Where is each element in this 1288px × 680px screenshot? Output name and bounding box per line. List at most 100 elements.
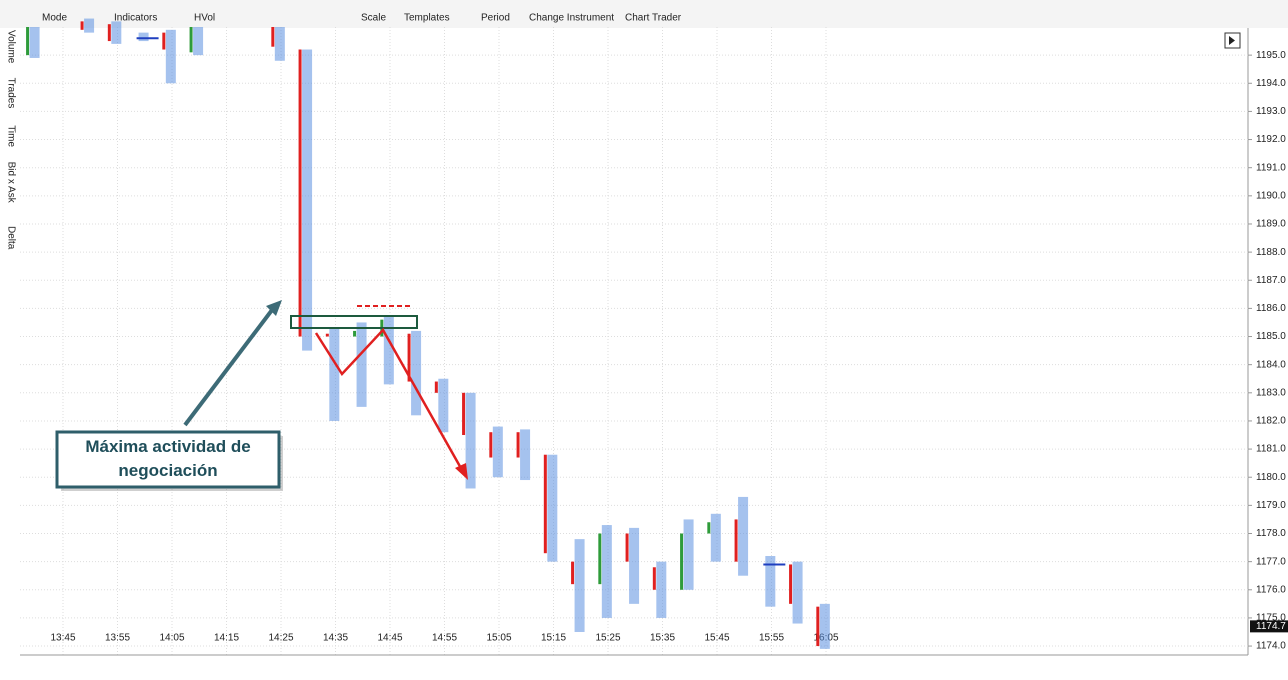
candle-body [816, 606, 820, 647]
annotations: Máxima actividad de negociación [55, 300, 468, 491]
candle-body [407, 333, 411, 382]
x-tick-label: 15:35 [650, 633, 675, 644]
arrowhead [455, 463, 468, 480]
last-price-label: 1174.7 [1256, 621, 1286, 632]
toolbar-button[interactable]: Indicators [114, 13, 157, 24]
candle-body [434, 381, 438, 393]
toolbar-button[interactable]: HVol [194, 13, 215, 24]
candle-body [26, 27, 30, 56]
volume-profile [738, 496, 749, 576]
y-tick-label: 1193.0 [1256, 106, 1286, 117]
candle-body [162, 32, 166, 50]
toolbar-button[interactable]: Templates [404, 13, 450, 24]
x-tick-label: 14:45 [377, 633, 402, 644]
candle-body [707, 522, 711, 534]
candle-body [325, 333, 329, 337]
y-tick-label: 1176.0 [1256, 584, 1286, 595]
last-price-marker [1250, 620, 1288, 633]
y-tick-label: 1179.0 [1256, 500, 1286, 511]
y-tick-label: 1174.0 [1256, 641, 1286, 652]
candle-body [462, 392, 466, 436]
plot: 1174.0 1175.0 1176.0 1177.0 1178.0 1179.0 1180… [20, 18, 1288, 655]
candle-body [571, 561, 575, 585]
scroll-end-icon [1229, 36, 1235, 45]
volume-profile [274, 27, 285, 61]
volume-profile [765, 556, 776, 607]
volume-profile [492, 426, 503, 478]
toolbar-button[interactable]: Mode [42, 13, 67, 24]
side-tab[interactable]: Trades [5, 78, 16, 109]
callout: Máxima actividad de negociación [85, 437, 251, 480]
y-tick-label: 1181.0 [1256, 444, 1286, 455]
y-tick-label: 1188.0 [1256, 247, 1286, 258]
pointer-arrow [183, 308, 274, 427]
x-tick-label: 13:45 [50, 633, 75, 644]
side-tab[interactable]: Volume [5, 30, 16, 64]
volume-profile [656, 561, 667, 618]
side-tab[interactable]: Time [5, 125, 16, 147]
y-tick-label: 1178.0 [1256, 528, 1286, 539]
candle-body [652, 567, 656, 590]
y-tick-label: 1180.0 [1256, 472, 1286, 483]
pointer-head [266, 300, 282, 316]
x-tick-label: 15:55 [759, 633, 784, 644]
y-tick-label: 1192.0 [1256, 134, 1286, 145]
y-tick-label: 1175.0 [1256, 613, 1286, 624]
volume-profile [710, 513, 721, 562]
volume-profile [111, 21, 122, 44]
volume-profile [165, 29, 176, 84]
side-tab[interactable]: Delta [5, 226, 16, 250]
candle-body [734, 519, 738, 562]
y-tick-label: 1185.0 [1256, 331, 1286, 342]
volume-profile [329, 328, 340, 421]
y-tick-label: 1189.0 [1256, 219, 1286, 230]
x-tick-label: 14:15 [214, 633, 239, 644]
candle-body [80, 21, 84, 30]
toolbar-button[interactable]: Chart Trader [625, 13, 682, 24]
volume-profile [29, 27, 40, 58]
x-tick-label: 15:45 [704, 633, 729, 644]
y-tick-label: 1183.0 [1256, 387, 1286, 398]
candle-body [680, 533, 684, 590]
x-tick-label: 13:55 [105, 633, 130, 644]
volume-profile [819, 603, 830, 649]
volume-profile [411, 330, 422, 416]
volume-profile [547, 454, 558, 562]
x-tick-label: 15:15 [541, 633, 566, 644]
y-tick-label: 1195.0 [1256, 50, 1286, 61]
toolbar-items: Mode Indicators HVol Scale Templates Period Ch… [42, 13, 682, 24]
candle-body [353, 330, 357, 337]
callout-text: Máxima actividad de negociación [85, 437, 251, 480]
candle-body [189, 27, 193, 53]
candle-body [107, 24, 111, 42]
x-tick-label: 14:25 [268, 633, 293, 644]
x-tick-label: 14:55 [432, 633, 457, 644]
y-tick-label: 1184.0 [1256, 359, 1286, 370]
volume-profile [574, 539, 585, 632]
y-tick-label: 1194.0 [1256, 78, 1286, 89]
toolbar-button[interactable]: Period [481, 13, 510, 24]
candle-body [598, 533, 602, 585]
x-tick-label: 14:35 [323, 633, 348, 644]
volume-profile [138, 32, 149, 42]
volume-profile [465, 392, 476, 489]
x-tick-label: 15:25 [595, 633, 620, 644]
y-tick-label: 1186.0 [1256, 303, 1286, 314]
y-tick-label: 1182.0 [1256, 416, 1286, 427]
toolbar-button[interactable]: Change Instrument [529, 13, 614, 24]
volume-profile [792, 561, 803, 624]
zigzag [314, 327, 464, 471]
y-tick-label: 1187.0 [1256, 275, 1286, 286]
callout-box [55, 430, 281, 489]
y-tick-label: 1190.0 [1256, 190, 1286, 201]
toolbar [0, 0, 1288, 28]
volume-profile [601, 525, 612, 618]
volume-profile [629, 527, 640, 604]
candle-body [271, 27, 275, 47]
toolbar-button[interactable]: Scale [361, 13, 386, 24]
side-tab[interactable]: Bid x Ask [5, 162, 16, 204]
candle-body [543, 454, 547, 554]
candle-body [298, 49, 302, 337]
candle-body [789, 564, 793, 604]
